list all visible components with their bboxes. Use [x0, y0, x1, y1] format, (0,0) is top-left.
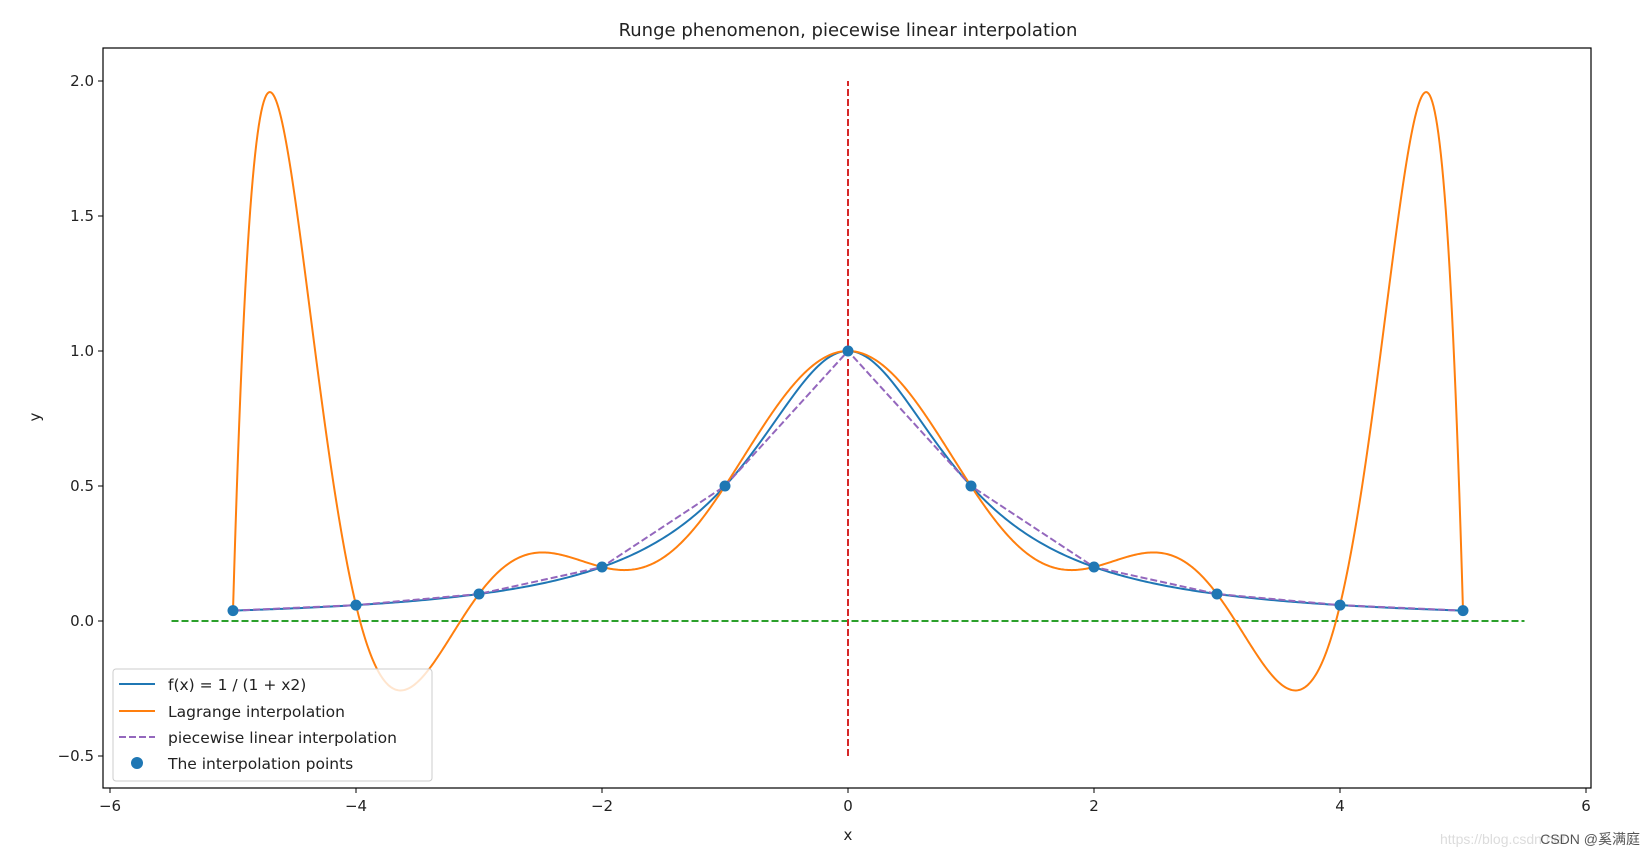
y-axis-label: y	[26, 412, 44, 421]
y-tick-label: 1.5	[70, 207, 94, 225]
ticks: −6 −4 −2 0 2 4 6 −0.5 0.0 0.5 1.0 1.5 2.0	[58, 72, 1591, 815]
legend: f(x) = 1 / (1 + x2) Lagrange interpolati…	[112, 668, 433, 782]
data-point	[719, 480, 731, 492]
data-point	[350, 599, 362, 611]
y-tick-label: 0.5	[70, 477, 94, 495]
data-point	[842, 345, 854, 357]
data-point	[227, 605, 239, 617]
y-tick-label: 2.0	[70, 72, 94, 90]
data-point	[1334, 599, 1346, 611]
watermark-label: CSDN @奚满庭	[1540, 831, 1640, 847]
x-axis-label: x	[844, 826, 853, 844]
legend-handle-points	[131, 757, 143, 769]
legend-label-f: f(x) = 1 / (1 + x2)	[168, 676, 306, 694]
x-tick-label: −4	[345, 797, 367, 815]
y-tick-label: 0.0	[70, 612, 94, 630]
axes-frame	[102, 47, 1592, 789]
legend-label-piecewise: piecewise linear interpolation	[168, 729, 397, 747]
chart-title: Runge phenomenon, piecewise linear inter…	[619, 20, 1078, 41]
x-tick-label: 4	[1335, 797, 1345, 815]
watermark-url: https://blog.csdn.net	[1440, 831, 1565, 847]
legend-label-points: The interpolation points	[167, 755, 353, 773]
data-point	[1457, 605, 1469, 617]
y-tick-label: −0.5	[58, 747, 94, 765]
x-tick-label: 6	[1581, 797, 1591, 815]
x-tick-label: −6	[99, 797, 121, 815]
legend-label-lagrange: Lagrange interpolation	[168, 703, 345, 721]
data-point	[473, 588, 485, 600]
x-tick-label: 0	[843, 797, 853, 815]
data-point	[596, 561, 608, 573]
plot-area	[171, 81, 1525, 756]
x-tick-label: −2	[591, 797, 613, 815]
y-tick-label: 1.0	[70, 342, 94, 360]
x-tick-label: 2	[1089, 797, 1099, 815]
data-point	[1088, 561, 1100, 573]
legend-frame	[112, 668, 433, 782]
data-point	[1211, 588, 1223, 600]
data-point	[965, 480, 977, 492]
